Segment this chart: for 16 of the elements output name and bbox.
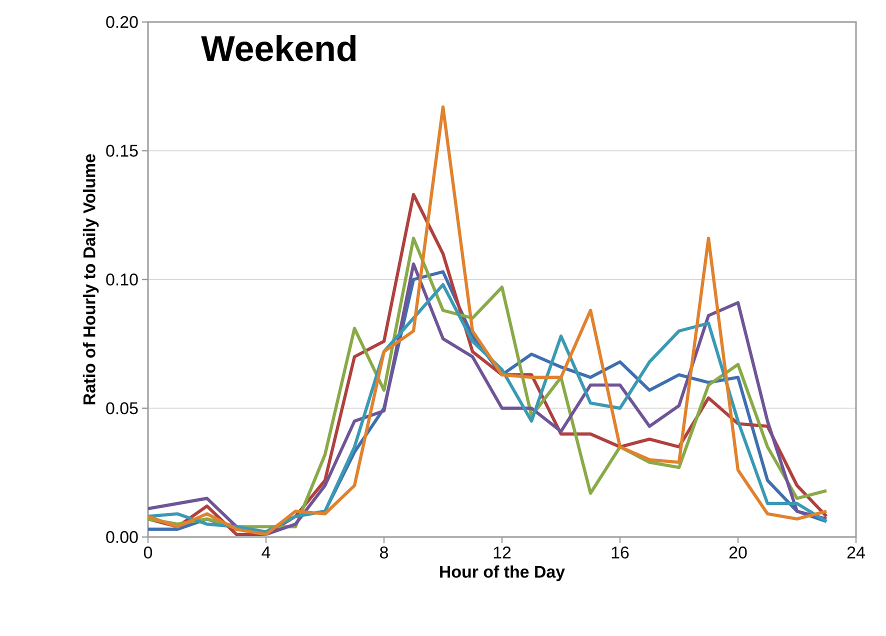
chart-title: Weekend (201, 34, 356, 62)
line-series (148, 105, 828, 536)
y-tick-label: 0.00 (106, 531, 138, 543)
x-tick-label: 4 (262, 546, 270, 558)
x-tick-label: 20 (729, 546, 747, 559)
x-tick-label: 0 (144, 546, 152, 559)
x-tick-label: 24 (847, 546, 865, 558)
y-tick-label: 0.10 (106, 274, 138, 286)
x-tick-label: 16 (612, 546, 629, 559)
y-axis-title: Ratio of Hourly to Daily Volume (82, 154, 99, 404)
x-tick-label: 12 (494, 546, 511, 558)
y-tick-label: 0.05 (106, 402, 138, 414)
y-tick-label: 0.15 (106, 144, 138, 157)
x-tick-label: 8 (380, 546, 388, 559)
x-axis-title: Hour of the Day (440, 565, 565, 582)
y-tick-label: 0.20 (106, 16, 138, 28)
